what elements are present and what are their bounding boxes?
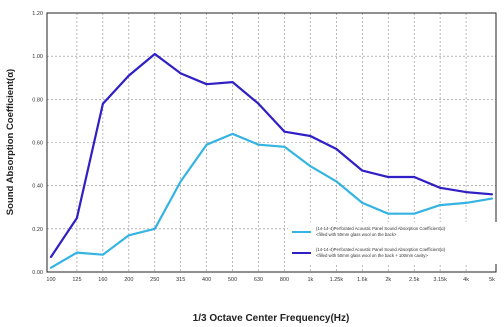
y-tick-label: 1.00 [32, 54, 43, 60]
x-tick-label: 200 [124, 277, 133, 283]
y-tick-label: 1.20 [32, 11, 43, 17]
x-tick-label: 5k [489, 277, 495, 283]
x-tick-label: 1.25k [330, 277, 344, 283]
plot-frame [46, 12, 497, 273]
x-axis: 100 125 160 200 250 315 400 500 630 800 1k 1.25k 1.6… [46, 277, 495, 283]
x-tick-label: 1.6k [357, 277, 368, 283]
legend-label-series-2: (14-14-4)Perforated Acoustic Panel Sound… [316, 247, 446, 252]
y-axis: 0.00 0.20 0.40 0.60 0.80 1.00 1.20 [32, 11, 43, 276]
x-tick-label: 4k [463, 277, 469, 283]
x-tick-label: 250 [150, 277, 159, 283]
series-layer [49, 52, 494, 269]
x-tick-label: 125 [72, 277, 81, 283]
legend-sublabel-series-1: <filled with 50mm glass wool on the back… [316, 232, 397, 237]
x-tick-label: 2.5k [409, 277, 420, 283]
x-tick-label: 630 [254, 277, 263, 283]
y-axis-title: Sound Absorption Coefficient(α) [5, 69, 16, 215]
series-line-1 [49, 132, 494, 269]
y-tick-label: 0.20 [32, 227, 43, 233]
x-tick-label: 160 [98, 277, 107, 283]
y-tick-label: 0.60 [32, 141, 43, 147]
series-line-2 [49, 52, 494, 258]
y-tick-label: 0.80 [32, 97, 43, 103]
x-tick-label: 800 [280, 277, 289, 283]
x-tick-label: 3.15k [433, 277, 447, 283]
legend-label-series-1: (14-14-4)Perforated Acoustic Panel Sound… [316, 226, 446, 231]
x-axis-title: 1/3 Octave Center Frequency(Hz) [193, 313, 350, 324]
x-tick-label: 315 [176, 277, 185, 283]
y-tick-label: 0.00 [32, 270, 43, 276]
legend-box [288, 222, 498, 264]
legend-sublabel-series-2: <filled with 50mm glass wool on the back… [316, 253, 428, 258]
y-tick-label: 0.40 [32, 184, 43, 190]
x-tick-label: 2k [385, 277, 391, 283]
x-tick-label: 1k [308, 277, 314, 283]
x-tick-label: 400 [202, 277, 211, 283]
x-tick-label: 100 [46, 277, 55, 283]
legend: (14-14-4)Perforated Acoustic Panel Sound… [288, 222, 498, 264]
grid [47, 13, 496, 272]
x-tick-label: 500 [228, 277, 237, 283]
